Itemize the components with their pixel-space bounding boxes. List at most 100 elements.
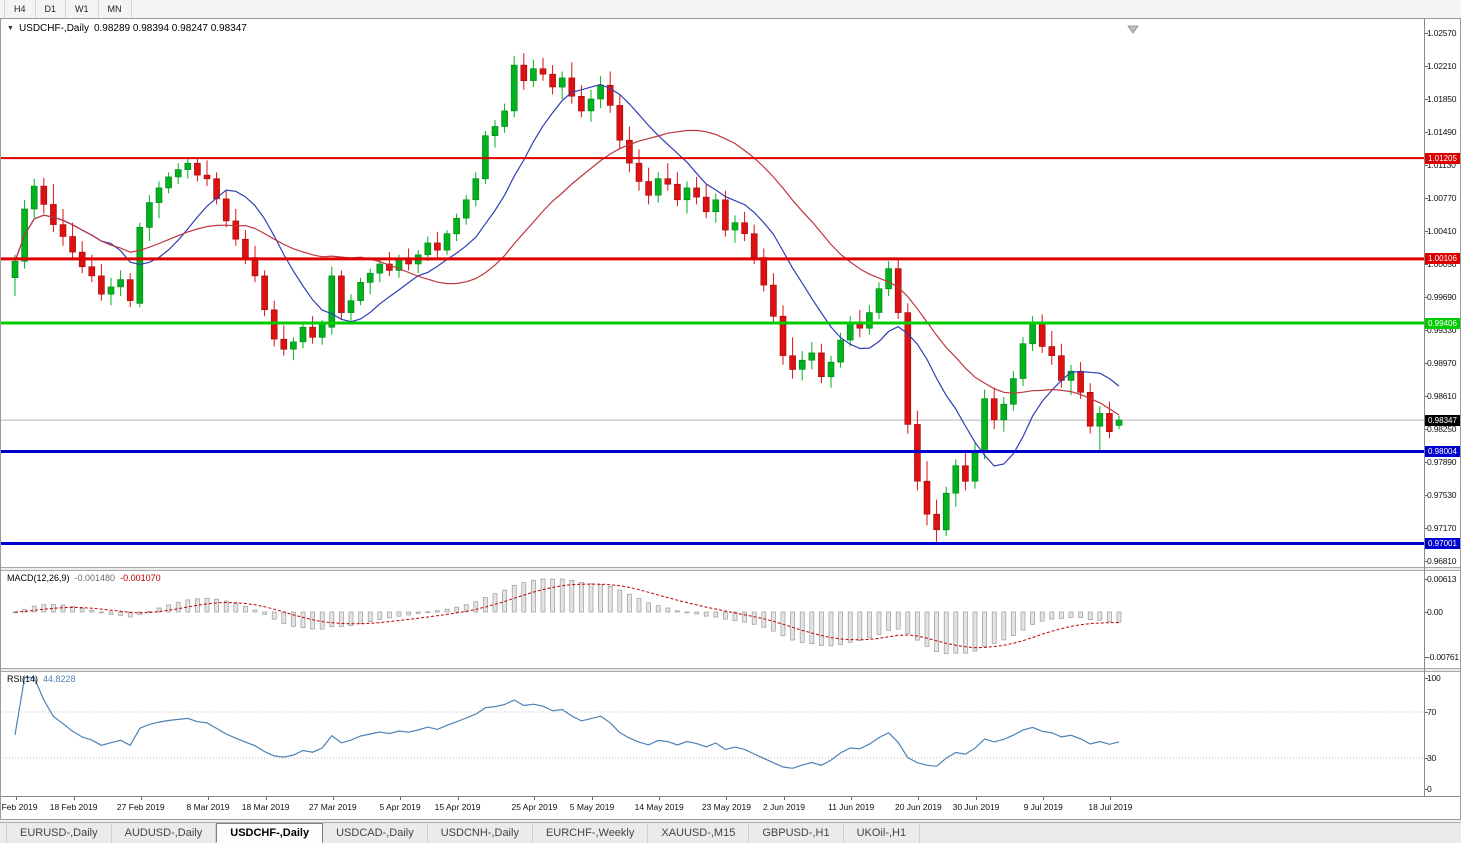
chart-window-background bbox=[1, 19, 1460, 819]
rsi-axis-label: 0 bbox=[1427, 784, 1432, 794]
moving-average-line-1 bbox=[14, 83, 1120, 467]
date-axis-tick bbox=[73, 797, 75, 800]
chart-tab-audusd[interactable]: AUDUSD-,Daily bbox=[112, 824, 217, 843]
macd-indicator-pane[interactable] bbox=[0, 571, 1425, 668]
price-axis-tick bbox=[1425, 264, 1428, 265]
date-axis-tick bbox=[534, 797, 536, 800]
chart-ohlc-values: 0.98289 0.98394 0.98247 0.98347 bbox=[93, 23, 247, 34]
date-axis-tick bbox=[784, 797, 785, 800]
rsi-axis-label: 30 bbox=[1427, 753, 1437, 763]
chart-tab-ukoil[interactable]: UKOil-,H1 bbox=[844, 824, 921, 843]
chart-tab-gbpusd[interactable]: GBPUSD-,H1 bbox=[749, 824, 844, 843]
price-line-label: 0.98004 bbox=[1425, 446, 1461, 457]
price-axis-label: 0.97170 bbox=[1427, 523, 1457, 533]
macd-name-label: MACD(12,26,9) bbox=[7, 573, 70, 583]
moving-average-line-2 bbox=[14, 129, 1120, 416]
rsi-axis-tick bbox=[1425, 712, 1428, 713]
price-axis-label: 0.96810 bbox=[1427, 556, 1457, 566]
date-axis-label: 18 Jul 2019 bbox=[1088, 802, 1133, 812]
current-price-label: 0.98347 bbox=[1425, 414, 1461, 426]
date-axis-label: 25 Apr 2019 bbox=[511, 802, 558, 812]
chart-title: ▼ USDCHF-,Daily 0.98289 0.98394 0.98247 … bbox=[7, 23, 247, 34]
price-axis-label: 0.98250 bbox=[1427, 424, 1457, 434]
price-axis-tick bbox=[1425, 66, 1428, 67]
axis-separator-line bbox=[1424, 19, 1425, 796]
date-axis-label: 14 May 2019 bbox=[634, 802, 684, 812]
date-axis-label: 8 Mar 2019 bbox=[186, 802, 230, 812]
price-axis-tick bbox=[1425, 297, 1428, 298]
chart-tab-bar: EURUSD-,Daily AUDUSD-,Daily USDCHF-,Dail… bbox=[0, 822, 1461, 843]
rsi-axis-tick bbox=[1425, 677, 1428, 679]
date-axis-tick bbox=[332, 797, 334, 800]
macd-main-value: -0.001480 bbox=[74, 573, 116, 583]
date-axis-tick bbox=[16, 797, 17, 800]
price-axis-label: 0.99330 bbox=[1427, 325, 1457, 335]
macd-axis-label: 0.00613 bbox=[1427, 574, 1457, 584]
date-axis-label: 27 Feb 2019 bbox=[116, 802, 165, 812]
date-axis-label: 30 Jun 2019 bbox=[952, 802, 1000, 812]
price-axis-label: 0.97530 bbox=[1427, 490, 1457, 500]
date-axis-tick bbox=[1110, 797, 1112, 800]
chart-tab-eurchf[interactable]: EURCHF-,Weekly bbox=[533, 824, 649, 843]
date-axis[interactable]: 8 Feb 2019 18 Feb 2019 27 Feb 2019 8 Mar 20… bbox=[0, 796, 1460, 819]
chart-dropdown-icon[interactable]: ▼ bbox=[7, 24, 14, 32]
price-axis-label: 1.02570 bbox=[1427, 28, 1457, 38]
price-axis-label: 1.01850 bbox=[1427, 94, 1457, 104]
date-axis-tick bbox=[208, 797, 209, 800]
macd-axis-tick bbox=[1425, 579, 1428, 580]
rsi-axis-tick bbox=[1425, 789, 1428, 790]
macd-signal-line bbox=[14, 583, 1120, 649]
macd-signal-value: -0.001070 bbox=[120, 573, 161, 583]
price-axis-tick bbox=[1425, 462, 1428, 463]
rsi-header: RSI(14) 44.8228 bbox=[7, 674, 76, 684]
chart-tab-usdcad[interactable]: USDCAD-,Daily bbox=[323, 824, 428, 843]
date-axis-label: 18 Feb 2019 bbox=[49, 802, 98, 812]
rsi-axis-label: 70 bbox=[1427, 707, 1437, 717]
date-axis-label: 23 May 2019 bbox=[701, 802, 751, 812]
timeframe-button-mn[interactable]: MN bbox=[99, 0, 132, 18]
date-axis-label: 20 Jun 2019 bbox=[894, 802, 942, 812]
macd-histogram bbox=[12, 578, 1122, 654]
rsi-line bbox=[14, 676, 1120, 769]
timeframe-toolbar: H4 D1 W1 MN bbox=[0, 0, 1461, 19]
price-axis-tick bbox=[1425, 198, 1428, 199]
date-axis-label: 18 Mar 2019 bbox=[241, 802, 290, 812]
price-axis-label: 0.98970 bbox=[1427, 358, 1457, 368]
chart-tab-eurusd[interactable]: EURUSD-,Daily bbox=[6, 824, 112, 843]
price-axis-tick bbox=[1425, 528, 1428, 529]
chart-tab-usdchf[interactable]: USDCHF-,Daily bbox=[216, 823, 324, 843]
rsi-axis-tick bbox=[1425, 758, 1428, 759]
timeframe-button-w1[interactable]: W1 bbox=[66, 0, 99, 18]
chart-tab-xauusd[interactable]: XAUUSD-,M15 bbox=[648, 824, 750, 843]
price-axis-tick bbox=[1425, 363, 1428, 364]
price-line-label: 1.00106 bbox=[1425, 253, 1461, 265]
price-axis-tick bbox=[1425, 396, 1428, 397]
macd-header: MACD(12,26,9) -0.001480 -0.001070 bbox=[7, 573, 161, 583]
date-axis-tick bbox=[659, 797, 661, 800]
price-axis-tick bbox=[1425, 99, 1428, 100]
rsi-indicator-pane[interactable] bbox=[0, 672, 1425, 796]
date-axis-tick bbox=[1043, 797, 1045, 800]
price-chart-pane[interactable] bbox=[0, 18, 1425, 567]
date-axis-tick bbox=[592, 797, 593, 800]
price-axis-tick bbox=[1425, 495, 1428, 496]
price-axis-tick bbox=[1425, 330, 1428, 331]
date-axis-label: 8 Feb 2019 bbox=[0, 802, 38, 812]
macd-axis-tick bbox=[1425, 612, 1428, 613]
date-axis-tick bbox=[976, 797, 977, 800]
macd-axis-tick bbox=[1425, 657, 1428, 658]
price-axis-tick bbox=[1425, 132, 1428, 133]
price-axis-tick bbox=[1425, 561, 1428, 562]
date-axis-label: 11 Jun 2019 bbox=[828, 802, 875, 812]
rsi-name-label: RSI(14) bbox=[7, 674, 39, 684]
timeframe-button-d1[interactable]: D1 bbox=[36, 0, 67, 18]
chart-shift-marker-icon bbox=[1127, 25, 1139, 34]
rsi-current-value: 44.8228 bbox=[43, 674, 76, 684]
chart-tab-usdcnh[interactable]: USDCNH-,Daily bbox=[428, 824, 533, 843]
timeframe-button-h4[interactable]: H4 bbox=[4, 0, 36, 18]
pane-divider[interactable] bbox=[1, 567, 1460, 571]
date-axis-tick bbox=[457, 797, 459, 800]
price-axis-tick bbox=[1425, 165, 1428, 166]
pane-divider[interactable] bbox=[1, 668, 1460, 672]
date-axis-label: 27 Mar 2019 bbox=[308, 802, 357, 812]
